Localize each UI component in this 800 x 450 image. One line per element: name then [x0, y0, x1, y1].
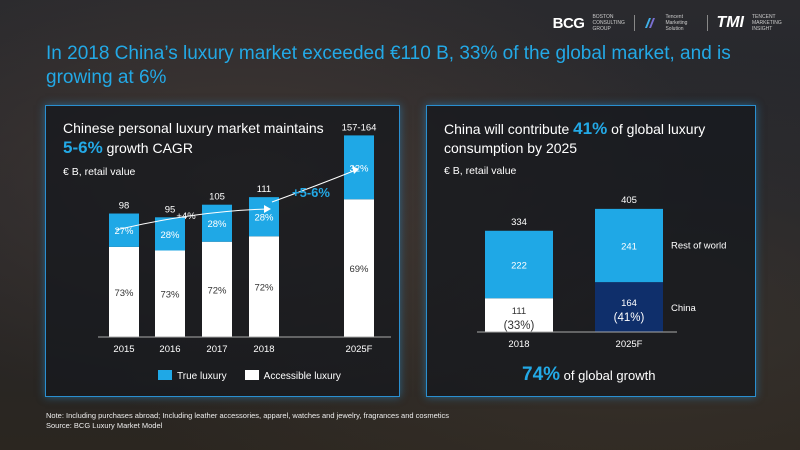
- growth-text: of global growth: [560, 368, 656, 383]
- label-total-2018: 111: [257, 184, 271, 195]
- label-total-2017: 105: [209, 192, 225, 203]
- cagr-arrow-2015-2018: [115, 208, 269, 231]
- left-chart-legend: True luxury Accessible luxury: [158, 370, 341, 382]
- tencent-logo-subtitle: Tencent Marketing Solution: [665, 14, 688, 32]
- label-accessible-2017: 72%: [207, 285, 227, 296]
- label-total-2025F: 157-164: [342, 122, 377, 133]
- x-tick-2018: 2018: [508, 339, 529, 350]
- bcg-logo-subtitle: BOSTON CONSULTING GROUP: [592, 14, 625, 32]
- logo-divider: [634, 15, 636, 31]
- bar-accessible-2015: [109, 246, 139, 337]
- label-china-share-2018: (33%): [504, 320, 535, 332]
- series-label-china: China: [671, 303, 697, 314]
- label-total-2016: 95: [165, 204, 176, 215]
- growth-highlight: 74%: [522, 364, 561, 385]
- bar-china-2025F: [595, 282, 663, 332]
- x-tick-2015: 2015: [113, 344, 134, 355]
- label-china-2018: 111: [512, 306, 526, 317]
- x-tick-2016: 2016: [159, 344, 180, 355]
- label-total-2025F: 405: [621, 195, 637, 206]
- tencent-marketing-icon: [645, 18, 656, 28]
- bar-china-2018: [485, 298, 553, 332]
- bar-rest-of-world-2025F: [595, 208, 663, 283]
- label-china-2025F: 164: [621, 298, 637, 309]
- cagr-arrow-head-1: [264, 205, 271, 213]
- label-rest-of-world-2025F: 241: [621, 242, 637, 253]
- logo-divider-2: [707, 15, 709, 31]
- footnote-source: Source: BCG Luxury Market Model: [46, 421, 163, 430]
- left-panel-title: Chinese personal luxury market maintains…: [63, 119, 383, 158]
- label-accessible-2018: 72%: [254, 283, 274, 294]
- right-panel-title: China will contribute 41% of global luxu…: [444, 119, 744, 158]
- left-title-rest: growth CAGR: [102, 140, 193, 156]
- series-label-rest-of-world: Rest of world: [671, 241, 726, 252]
- left-title-line1: Chinese personal luxury market maintains: [63, 120, 324, 136]
- cagr-arrow-2018-2025: [271, 169, 357, 203]
- left-unit-label: € B, retail value: [63, 166, 136, 178]
- left-title-highlight: 5-6%: [63, 138, 103, 157]
- right-title-highlight: 41%: [573, 119, 608, 138]
- label-accessible-2025F: 69%: [349, 264, 369, 275]
- right-unit-label: € B, retail value: [444, 165, 517, 177]
- bar-accessible-2017: [202, 241, 232, 337]
- bcg-logo: BCG: [552, 14, 585, 32]
- label-china-share-2025F: (41%): [614, 312, 645, 324]
- page-headline: In 2018 China’s luxury market exceeded €…: [46, 43, 731, 88]
- legend-true-luxury: True luxury: [158, 370, 227, 382]
- cagr-label-2018-2025: +5-6%: [292, 185, 330, 200]
- label-total-2018: 334: [511, 217, 527, 228]
- label-true-2015: 27%: [114, 226, 134, 237]
- tmi-logo: TMI: [716, 14, 744, 31]
- label-accessible-2016: 73%: [160, 290, 180, 301]
- label-true-2018: 28%: [254, 213, 274, 224]
- bar-accessible-2025F: [344, 199, 374, 337]
- legend-accessible-luxury-label: Accessible luxury: [263, 371, 341, 382]
- footnote-note: Note: Including purchases abroad; Includ…: [46, 411, 449, 420]
- label-true-2025F: 32%: [349, 163, 369, 174]
- label-total-2015: 98: [119, 201, 130, 212]
- bar-true-2016: [155, 217, 185, 251]
- china-market-panel: Chinese personal luxury market maintains…: [45, 105, 400, 397]
- footnote: Note: Including purchases abroad; Includ…: [46, 411, 449, 431]
- bar-true-2015: [109, 213, 139, 247]
- x-tick-2018: 2018: [253, 344, 274, 355]
- tmi-logo-subtitle: TENCENT MARKETING INSIGHT: [752, 14, 782, 32]
- label-rest-of-world-2018: 222: [511, 261, 527, 272]
- bar-accessible-2018: [249, 236, 279, 337]
- global-contribution-panel: China will contribute 41% of global luxu…: [426, 105, 756, 397]
- logo-bar: BCG BOSTON CONSULTING GROUP Tencent Mark…: [553, 14, 786, 32]
- label-true-2017: 28%: [207, 219, 227, 230]
- label-accessible-2015: 73%: [114, 288, 134, 299]
- right-title-post: of global luxury consumption by 2025: [444, 121, 706, 156]
- bar-accessible-2016: [155, 250, 185, 337]
- right-title-pre: China will contribute: [444, 121, 574, 137]
- label-true-2016: 28%: [160, 230, 180, 241]
- x-tick-2025F: 2025F: [346, 344, 373, 355]
- bar-true-2017: [202, 204, 232, 242]
- cagr-arrow-head-2: [352, 166, 359, 174]
- global-growth-callout: 74% of global growth: [522, 364, 655, 386]
- x-tick-2025F: 2025F: [616, 339, 643, 350]
- legend-accessible-luxury: Accessible luxury: [244, 370, 341, 382]
- true-luxury-swatch: [158, 370, 172, 380]
- bar-true-2025F: [344, 135, 374, 200]
- x-tick-2017: 2017: [206, 344, 227, 355]
- china-luxury-stacked-bar-chart: 73% 27% 98 2015 73% 28% 95 2016 72% 28% 105 2017 72%…: [98, 122, 391, 355]
- global-market-stacked-bar-chart: 111 (33%) 222 334 2018 164 (41%) 241 405 2025F Res…: [477, 195, 726, 350]
- cagr-label-2015-2018: +4%: [176, 211, 196, 222]
- bar-true-2018: [249, 197, 279, 237]
- accessible-luxury-swatch: [244, 370, 259, 380]
- legend-true-luxury-label: True luxury: [177, 371, 227, 382]
- bar-rest-of-world-2018: [485, 230, 553, 299]
